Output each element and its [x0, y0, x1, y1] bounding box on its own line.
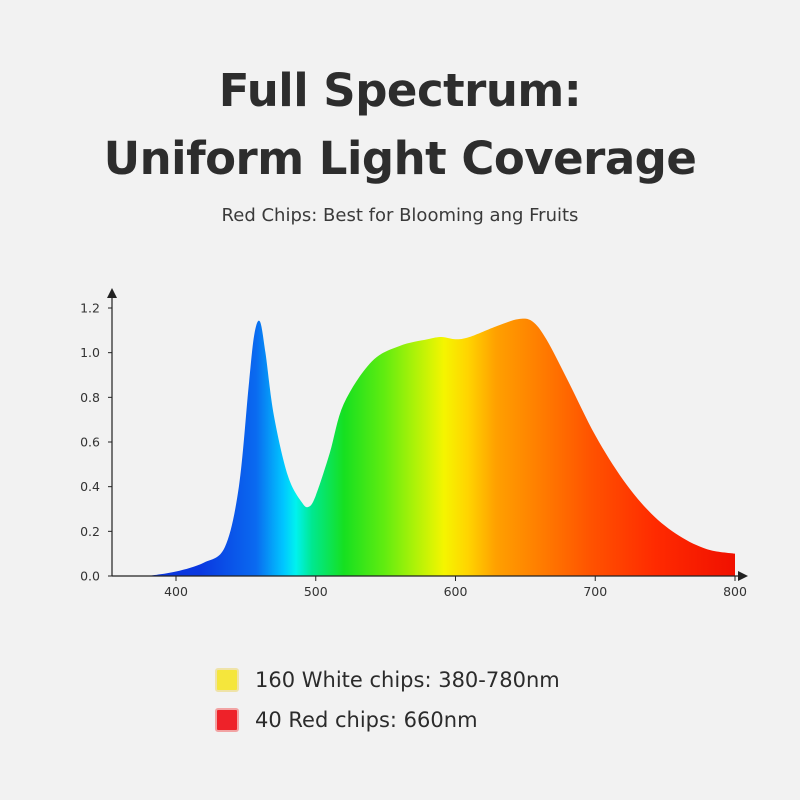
- x-tick-label: 500: [304, 584, 328, 599]
- y-tick-label: 1.2: [80, 301, 100, 316]
- legend-item-red-chips: 40 Red chips: 660nm: [215, 700, 560, 740]
- y-axis-ticks: 0.0 0.2 0.4 0.6 0.8 1.0 1.2: [80, 301, 112, 584]
- x-tick-label: 800: [723, 584, 747, 599]
- legend-label-red-chips: 40 Red chips: 660nm: [255, 708, 478, 732]
- y-tick-label: 0.6: [80, 435, 100, 450]
- chart-title-line-1: Full Spectrum:: [218, 64, 582, 117]
- spectrum-area: [148, 318, 736, 576]
- legend-swatch-red-chips: [215, 708, 239, 732]
- x-tick-label: 600: [444, 584, 468, 599]
- legend-item-white-chips: 160 White chips: 380-780nm: [215, 660, 560, 700]
- legend-label-white-chips: 160 White chips: 380-780nm: [255, 668, 560, 692]
- legend-swatch-white-chips: [215, 668, 239, 692]
- x-tick-label: 400: [164, 584, 188, 599]
- y-tick-label: 0.0: [80, 569, 100, 584]
- x-axis-arrow-icon: [738, 571, 748, 581]
- chart-legend: 160 White chips: 380-780nm 40 Red chips:…: [215, 660, 560, 740]
- y-tick-label: 0.8: [80, 390, 100, 405]
- y-axis-arrow-icon: [107, 288, 117, 298]
- y-tick-label: 1.0: [80, 345, 100, 360]
- chart-subtitle: Red Chips: Best for Blooming ang Fruits: [221, 205, 579, 226]
- chart-title-line-2: Uniform Light Coverage: [103, 132, 697, 185]
- x-tick-label: 700: [583, 584, 607, 599]
- chart-axes: [107, 288, 748, 581]
- y-tick-label: 0.2: [80, 524, 100, 539]
- x-axis-ticks: 400 500 600 700 800: [164, 576, 747, 599]
- y-tick-label: 0.4: [80, 479, 100, 494]
